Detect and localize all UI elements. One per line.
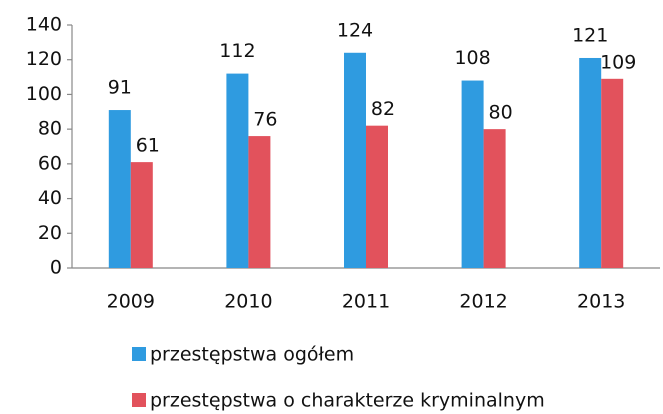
y-tick-label: 120: [26, 48, 62, 70]
legend-swatch: [132, 347, 146, 361]
bar: [366, 125, 388, 269]
x-tick-label: 2012: [459, 291, 507, 313]
x-tick-label: 2010: [224, 291, 272, 313]
bar: [344, 52, 366, 269]
bar: [248, 136, 271, 268]
y-tick-label: 60: [38, 152, 62, 174]
legend-label: przestępstwa ogółem: [150, 344, 354, 366]
data-label: 109: [600, 51, 636, 73]
y-tick-label: 20: [38, 222, 62, 244]
bar: [130, 162, 153, 268]
bar: [483, 129, 506, 268]
data-label: 80: [489, 102, 513, 124]
data-label: 108: [454, 47, 490, 69]
legend-label: przestępstwa o charakterze kryminalnym: [150, 390, 545, 412]
y-tick-label: 40: [38, 187, 62, 209]
bar: [226, 73, 249, 268]
data-label: 112: [219, 40, 255, 62]
bar: [601, 78, 624, 268]
y-tick-label: 100: [26, 83, 62, 105]
x-tick-label: 2013: [577, 291, 625, 313]
data-label: 82: [371, 98, 395, 120]
y-tick-label: 80: [38, 118, 62, 140]
x-tick-label: 2011: [342, 291, 390, 313]
data-label: 76: [253, 109, 277, 131]
x-tick-label: 2009: [107, 291, 155, 313]
legend-swatch: [132, 393, 146, 407]
data-label: 91: [108, 77, 132, 99]
bar: [108, 110, 131, 268]
bar: [579, 57, 602, 268]
data-label: 121: [572, 24, 608, 46]
y-tick-label: 140: [26, 14, 62, 36]
bar: [461, 80, 484, 269]
data-label: 124: [337, 19, 373, 41]
y-tick-label: 0: [50, 257, 62, 279]
data-label: 61: [136, 135, 160, 157]
